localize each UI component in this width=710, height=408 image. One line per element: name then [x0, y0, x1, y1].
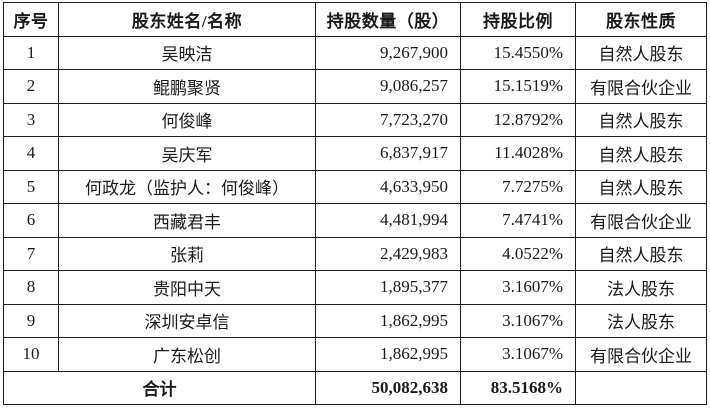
- cell-shares: 1,862,995: [315, 337, 461, 372]
- cell-ratio: 7.4741%: [460, 203, 576, 238]
- header-name: 股东姓名/名称: [58, 2, 316, 37]
- cell-name: 何政龙（监护人：何俊峰）: [58, 169, 316, 204]
- total-shares: 50,082,638: [315, 370, 461, 405]
- table-footer: 合计 50,082,638 83.5168%: [3, 370, 707, 405]
- cell-nature: 法人股东: [575, 270, 707, 305]
- cell-no: 9: [3, 303, 59, 338]
- cell-no: 1: [3, 35, 59, 70]
- cell-no: 8: [3, 270, 59, 305]
- cell-name: 贵阳中天: [58, 270, 316, 305]
- cell-name: 西藏君丰: [58, 203, 316, 238]
- cell-name: 广东松创: [58, 337, 316, 372]
- cell-ratio: 12.8792%: [460, 102, 576, 137]
- table-row: 9 深圳安卓信 1,862,995 3.1067% 法人股东: [3, 303, 707, 338]
- cell-name: 吴庆军: [58, 136, 316, 171]
- cell-nature: 有限合伙企业: [575, 337, 707, 372]
- cell-shares: 9,086,257: [315, 69, 461, 104]
- cell-ratio: 3.1067%: [460, 303, 576, 338]
- cell-no: 6: [3, 203, 59, 238]
- cell-name: 张莉: [58, 236, 316, 271]
- header-index: 序号: [3, 2, 59, 37]
- cell-ratio: 15.1519%: [460, 69, 576, 104]
- cell-ratio: 3.1067%: [460, 337, 576, 372]
- total-label: 合计: [3, 370, 316, 405]
- table-row: 1 吴映洁 9,267,900 15.4550% 自然人股东: [3, 35, 707, 70]
- cell-ratio: 4.0522%: [460, 236, 576, 271]
- cell-nature: 有限合伙企业: [575, 203, 707, 238]
- cell-shares: 2,429,983: [315, 236, 461, 271]
- total-nature: [575, 370, 707, 405]
- cell-ratio: 3.1607%: [460, 270, 576, 305]
- cell-no: 3: [3, 102, 59, 137]
- table-row: 8 贵阳中天 1,895,377 3.1607% 法人股东: [3, 270, 707, 305]
- cell-shares: 1,895,377: [315, 270, 461, 305]
- table-row: 4 吴庆军 6,837,917 11.4028% 自然人股东: [3, 136, 707, 171]
- cell-no: 7: [3, 236, 59, 271]
- cell-shares: 1,862,995: [315, 303, 461, 338]
- cell-no: 4: [3, 136, 59, 171]
- cell-name: 深圳安卓信: [58, 303, 316, 338]
- table-row: 6 西藏君丰 4,481,994 7.4741% 有限合伙企业: [3, 203, 707, 238]
- table-row: 7 张莉 2,429,983 4.0522% 自然人股东: [3, 236, 707, 271]
- cell-nature: 自然人股东: [575, 136, 707, 171]
- table-body: 1 吴映洁 9,267,900 15.4550% 自然人股东 2 鲲鹏聚贤 9,…: [3, 35, 707, 372]
- header-shares: 持股数量（股）: [315, 2, 461, 37]
- cell-nature: 自然人股东: [575, 35, 707, 70]
- cell-ratio: 11.4028%: [460, 136, 576, 171]
- cell-shares: 4,481,994: [315, 203, 461, 238]
- cell-no: 2: [3, 69, 59, 104]
- cell-name: 鲲鹏聚贤: [58, 69, 316, 104]
- cell-shares: 6,837,917: [315, 136, 461, 171]
- cell-shares: 4,633,950: [315, 169, 461, 204]
- cell-nature: 法人股东: [575, 303, 707, 338]
- total-ratio: 83.5168%: [460, 370, 576, 405]
- shareholder-table: 序号 股东姓名/名称 持股数量（股） 持股比例 股东性质 1 吴映洁 9,267…: [3, 2, 707, 405]
- table-row: 10 广东松创 1,862,995 3.1067% 有限合伙企业: [3, 337, 707, 372]
- table-row: 5 何政龙（监护人：何俊峰） 4,633,950 7.7275% 自然人股东: [3, 169, 707, 204]
- cell-name: 吴映洁: [58, 35, 316, 70]
- cell-no: 5: [3, 169, 59, 204]
- cell-shares: 9,267,900: [315, 35, 461, 70]
- table-header: 序号 股东姓名/名称 持股数量（股） 持股比例 股东性质: [3, 2, 707, 37]
- cell-nature: 自然人股东: [575, 102, 707, 137]
- header-row: 序号 股东姓名/名称 持股数量（股） 持股比例 股东性质: [3, 2, 707, 37]
- cell-shares: 7,723,270: [315, 102, 461, 137]
- cell-ratio: 7.7275%: [460, 169, 576, 204]
- table-row: 2 鲲鹏聚贤 9,086,257 15.1519% 有限合伙企业: [3, 69, 707, 104]
- cell-ratio: 15.4550%: [460, 35, 576, 70]
- cell-nature: 有限合伙企业: [575, 69, 707, 104]
- table-row: 3 何俊峰 7,723,270 12.8792% 自然人股东: [3, 102, 707, 137]
- cell-nature: 自然人股东: [575, 236, 707, 271]
- cell-nature: 自然人股东: [575, 169, 707, 204]
- header-nature: 股东性质: [575, 2, 707, 37]
- header-ratio: 持股比例: [460, 2, 576, 37]
- total-row: 合计 50,082,638 83.5168%: [3, 370, 707, 405]
- cell-no: 10: [3, 337, 59, 372]
- cell-name: 何俊峰: [58, 102, 316, 137]
